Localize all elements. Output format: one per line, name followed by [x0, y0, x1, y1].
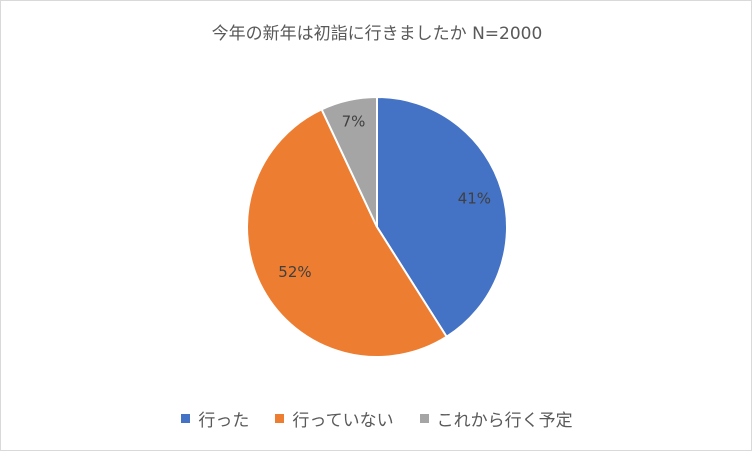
legend-item-went: 行った: [181, 406, 249, 431]
pie-slice-planning: [320, 95, 378, 228]
data-label-not-went: 52%: [278, 263, 311, 281]
data-label-went: 41%: [458, 190, 491, 208]
legend-swatch-planning: [419, 414, 429, 423]
legend-item-not-went: 行っていない: [275, 406, 394, 431]
legend-label-went: 行った: [198, 411, 250, 431]
chart-title: 今年の新年は初詣に行きましたか N=2000: [211, 24, 543, 44]
legend-swatch-not-went: [275, 414, 285, 423]
legend-label-not-went: 行っていない: [292, 411, 394, 431]
data-label-planning: 7%: [342, 113, 366, 131]
pie-slice-not-went: [246, 108, 449, 358]
legend-swatch-went: [181, 414, 191, 423]
legend-item-planning: これから行く予定: [419, 406, 573, 431]
legend-label-planning: これから行く予定: [436, 411, 573, 431]
legend: 行った 行っていない これから行く予定: [1, 406, 752, 431]
